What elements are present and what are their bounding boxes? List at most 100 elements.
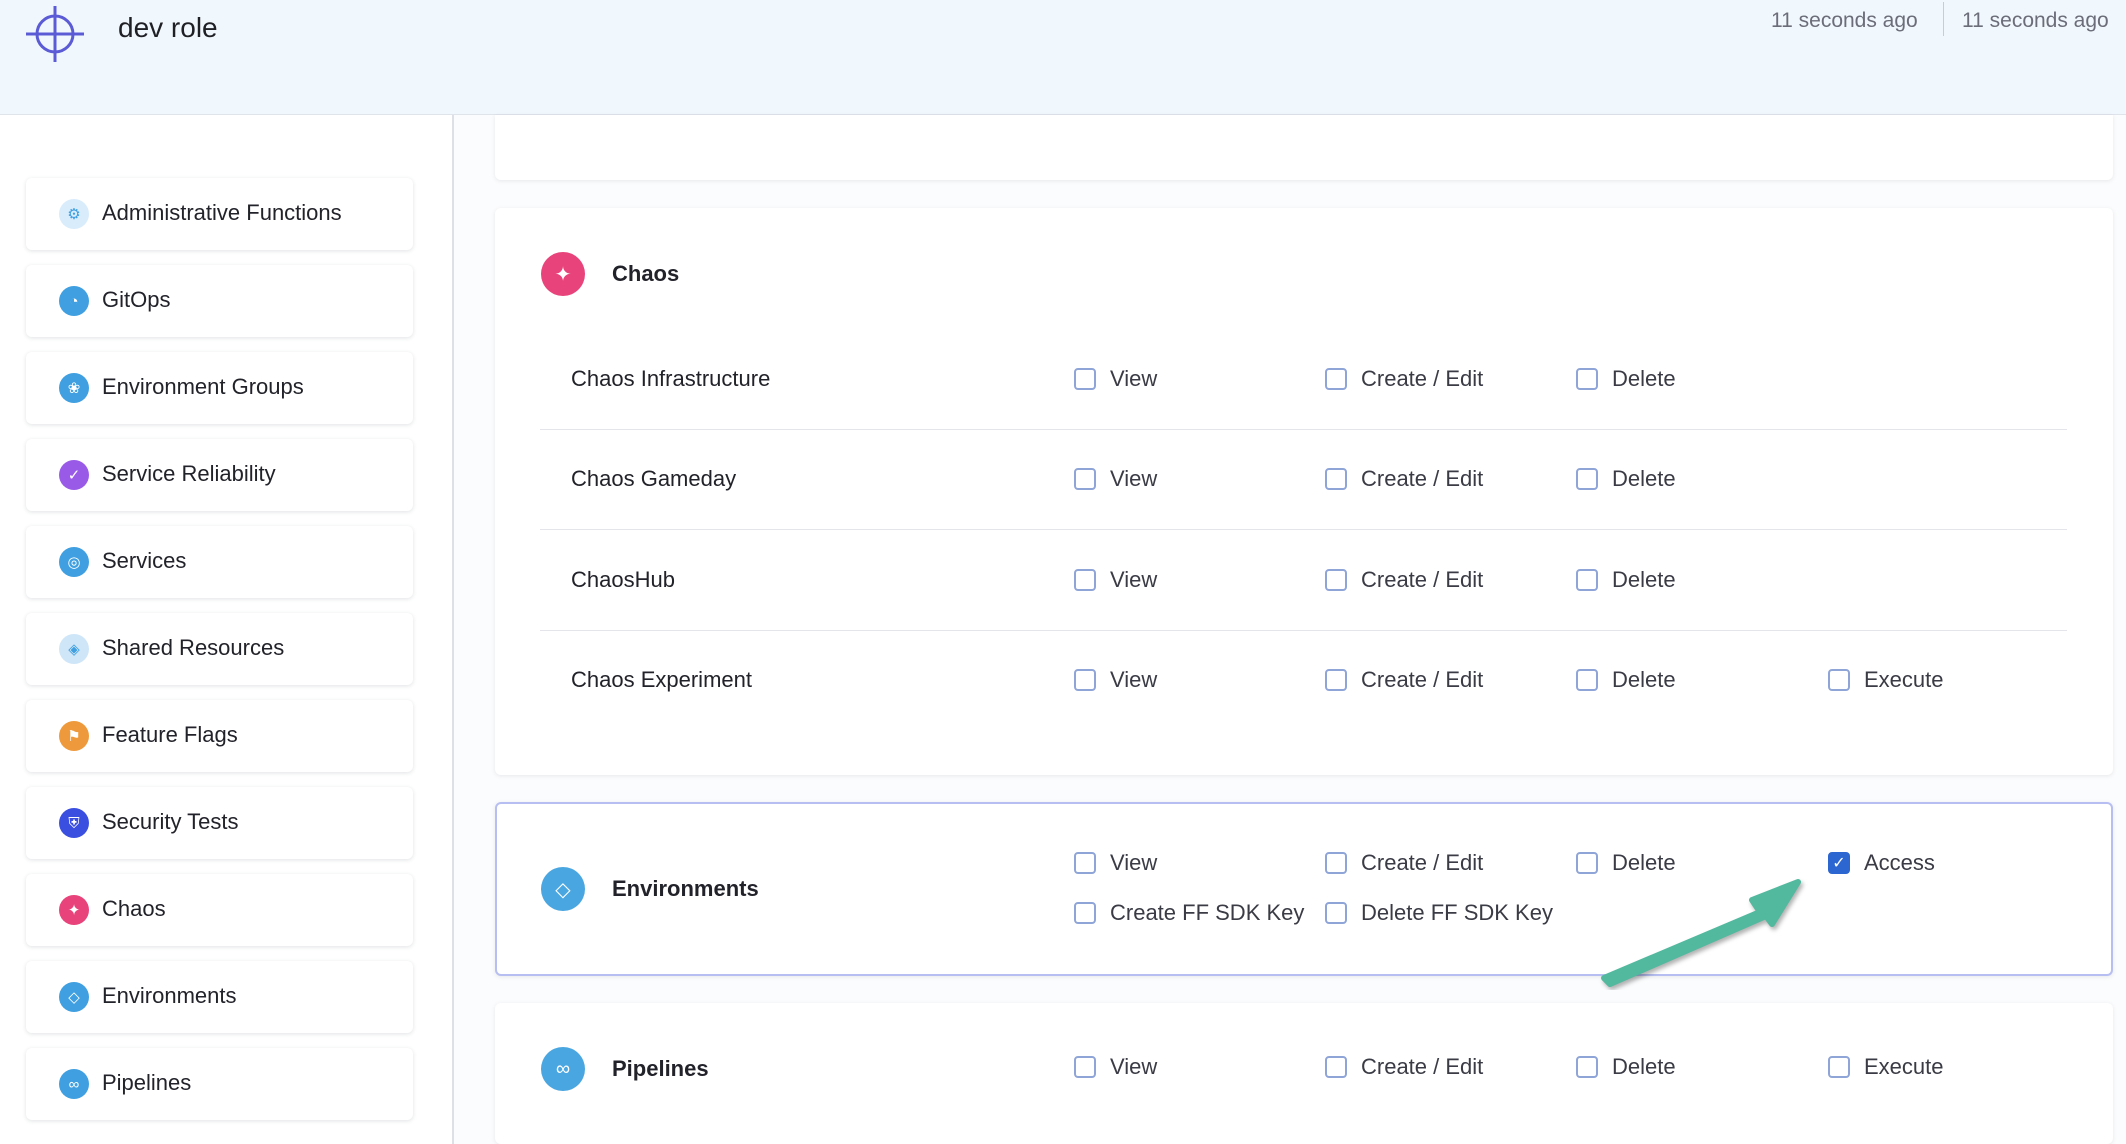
permission-label: View — [1110, 1054, 1158, 1079]
permission-label: View — [1110, 850, 1158, 875]
checkbox[interactable] — [1325, 368, 1347, 390]
checkbox[interactable] — [1325, 902, 1347, 924]
checkbox[interactable] — [1576, 1056, 1598, 1078]
checkbox[interactable] — [1828, 668, 1850, 691]
permission-create-edit[interactable]: Create / Edit — [1325, 466, 1483, 492]
permission-view[interactable]: View — [1074, 466, 1157, 492]
permission-view[interactable]: View — [1074, 567, 1157, 593]
permission-delete[interactable]: Delete — [1576, 366, 1676, 392]
checkbox[interactable] — [1325, 568, 1347, 591]
checkbox[interactable] — [1828, 1056, 1850, 1078]
section-title: Pipelines — [612, 1056, 709, 1081]
sidebar-item-label: GitOps — [102, 287, 171, 312]
checkbox[interactable] — [1074, 368, 1096, 390]
permission-view[interactable]: View — [1074, 850, 1157, 876]
permission-label: Create / Edit — [1361, 466, 1484, 492]
shared-resources-icon: ◈ — [59, 634, 89, 664]
checkbox[interactable] — [1074, 852, 1096, 874]
permission-execute[interactable]: Execute — [1828, 1054, 1944, 1080]
sidebar-item-label: Pipelines — [102, 1070, 192, 1095]
permission-label: Access — [1864, 850, 1935, 875]
permission-label: Delete — [1612, 666, 1676, 692]
sidebar-item-environments[interactable]: ◇ Environments — [26, 961, 413, 1033]
sidebar-item-label: Environments — [102, 983, 237, 1008]
chaos-icon: ✦ — [541, 252, 585, 296]
sidebar-item-feature-flags[interactable]: ⚑ Feature Flags — [26, 700, 413, 772]
permission-label: Delete — [1612, 566, 1676, 592]
page-header: dev role 11 seconds ago 11 seconds ago — [0, 0, 2126, 115]
sidebar-item-label: Administrative Functions — [102, 200, 342, 225]
checkbox[interactable] — [1576, 568, 1598, 591]
checkbox[interactable] — [1074, 1056, 1096, 1078]
sidebar-item-gitops[interactable]: ◔ GitOps — [26, 265, 413, 337]
permission-execute[interactable]: Execute — [1828, 667, 1944, 693]
checkbox[interactable] — [1325, 1056, 1347, 1078]
resource-row-label: Chaos Gameday — [571, 466, 737, 492]
sidebar-item-label: Feature Flags — [102, 722, 238, 747]
permission-create-edit[interactable]: Create / Edit — [1325, 567, 1483, 593]
permission-label: Create / Edit — [1361, 850, 1484, 875]
checkbox[interactable] — [1576, 852, 1598, 874]
permission-view[interactable]: View — [1074, 1054, 1157, 1080]
checkbox[interactable] — [1074, 902, 1096, 924]
checkbox[interactable] — [1576, 468, 1598, 491]
feature-flags-icon: ⚑ — [59, 721, 89, 751]
row-divider — [540, 529, 2067, 531]
sidebar-item-services[interactable]: ◎ Services — [26, 526, 413, 598]
checkbox[interactable] — [1325, 852, 1347, 874]
sidebar-item-security-tests[interactable]: ⛨ Security Tests — [26, 787, 413, 859]
crosshair-logo-icon — [26, 6, 84, 62]
checkbox[interactable] — [1074, 468, 1096, 491]
checkbox-checked[interactable]: ✓ — [1828, 852, 1850, 874]
sidebar-item-environment-groups[interactable]: ❀ Environment Groups — [26, 352, 413, 424]
section-title: Chaos — [612, 261, 680, 286]
sidebar-item-shared-resources[interactable]: ◈ Shared Resources — [26, 613, 413, 685]
permission-label: View — [1110, 366, 1158, 391]
sidebar-item-service-reliability[interactable]: ✓ Service Reliability — [26, 439, 413, 511]
permission-view[interactable]: View — [1074, 366, 1157, 392]
permission-label: Create / Edit — [1361, 666, 1484, 692]
environment-groups-icon: ❀ — [59, 373, 89, 403]
checkbox[interactable] — [1576, 368, 1598, 390]
sidebar-item-label: Environment Groups — [102, 374, 304, 399]
checkbox[interactable] — [1325, 468, 1347, 491]
sidebar-item-label: Services — [102, 548, 187, 573]
permission-create-edit[interactable]: Create / Edit — [1325, 1054, 1483, 1080]
permission-delete[interactable]: Delete — [1576, 1054, 1676, 1080]
last-modified-timestamp: 11 seconds ago — [1962, 9, 2109, 32]
checkbox[interactable] — [1576, 668, 1598, 691]
chaos-icon: ✦ — [59, 895, 89, 925]
permission-create-edit[interactable]: Create / Edit — [1325, 667, 1483, 693]
checkbox[interactable] — [1325, 668, 1347, 691]
sidebar-item-administrative-functions[interactable]: ⚙ Administrative Functions — [26, 178, 413, 250]
gitops-icon: ◔ — [59, 286, 89, 316]
permission-create-edit[interactable]: Create / Edit — [1325, 366, 1483, 392]
permission-label: Execute — [1864, 1054, 1944, 1079]
permission-create-edit[interactable]: Create / Edit — [1325, 850, 1483, 876]
sidebar-item-pipelines[interactable]: ∞ Pipelines — [26, 1048, 413, 1120]
permission-label: Execute — [1864, 666, 1944, 692]
environments-section-card — [495, 802, 2113, 976]
checkbox[interactable] — [1074, 568, 1096, 591]
permission-access[interactable]: ✓ Access — [1828, 850, 1935, 876]
permission-delete[interactable]: Delete — [1576, 567, 1676, 593]
row-divider — [540, 429, 2067, 430]
permission-delete[interactable]: Delete — [1576, 466, 1676, 492]
divider — [1943, 2, 1944, 36]
environments-icon: ◇ — [59, 982, 89, 1012]
checkbox[interactable] — [1074, 668, 1096, 691]
gear-icon: ⚙ — [59, 199, 89, 229]
permission-delete[interactable]: Delete — [1576, 850, 1676, 876]
environments-icon: ◇ — [541, 867, 585, 911]
permission-delete[interactable]: Delete — [1576, 667, 1676, 693]
previous-section-card — [495, 115, 2113, 180]
row-divider — [540, 629, 2067, 631]
permission-create-ff-sdk-key[interactable]: Create FF SDK Key — [1074, 900, 1304, 926]
permission-label: Delete — [1612, 466, 1676, 492]
permission-view[interactable]: View — [1074, 667, 1157, 693]
permission-delete-ff-sdk-key[interactable]: Delete FF SDK Key — [1325, 900, 1553, 926]
sidebar-item-label: Chaos — [102, 896, 166, 921]
last-updated-timestamp: 11 seconds ago — [1771, 9, 1918, 32]
permission-label: View — [1110, 466, 1158, 492]
sidebar-item-chaos[interactable]: ✦ Chaos — [26, 874, 413, 946]
